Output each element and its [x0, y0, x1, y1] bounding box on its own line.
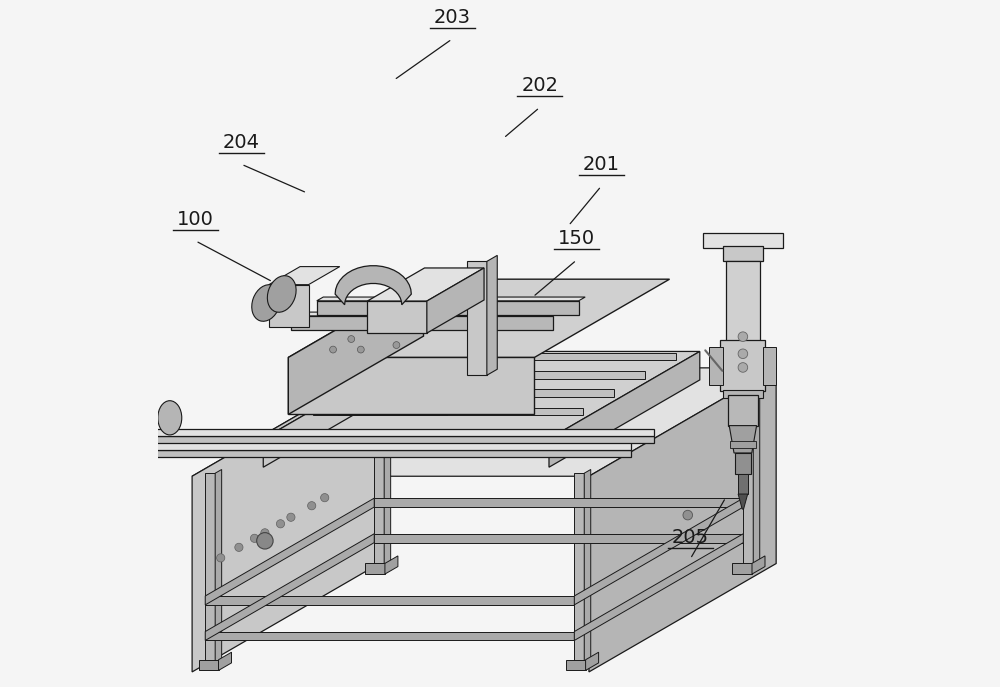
Polygon shape [337, 372, 500, 402]
Polygon shape [743, 375, 753, 571]
Bar [703, 233, 783, 248]
Polygon shape [586, 652, 599, 671]
Bar [738, 473, 748, 494]
Polygon shape [574, 498, 743, 605]
Bar [720, 340, 765, 392]
Polygon shape [753, 372, 760, 571]
Polygon shape [205, 498, 374, 605]
Polygon shape [374, 498, 743, 507]
Circle shape [261, 529, 269, 537]
Polygon shape [205, 534, 374, 640]
Polygon shape [427, 268, 484, 333]
Polygon shape [487, 256, 497, 375]
Circle shape [235, 543, 243, 552]
Polygon shape [288, 279, 424, 414]
Polygon shape [127, 442, 631, 449]
Polygon shape [313, 407, 583, 415]
Polygon shape [467, 261, 487, 375]
Bar [730, 440, 756, 447]
Polygon shape [288, 357, 534, 414]
Polygon shape [127, 449, 631, 457]
Polygon shape [589, 368, 776, 672]
Circle shape [330, 346, 336, 353]
Bar [723, 247, 763, 261]
Circle shape [357, 346, 364, 353]
Polygon shape [291, 312, 559, 316]
Polygon shape [192, 368, 776, 476]
Polygon shape [367, 268, 484, 301]
Polygon shape [335, 266, 411, 305]
Polygon shape [337, 402, 448, 415]
Circle shape [393, 341, 400, 348]
Ellipse shape [252, 284, 281, 322]
Circle shape [348, 336, 355, 342]
Bar [726, 261, 760, 364]
Circle shape [217, 554, 225, 562]
Polygon shape [394, 342, 552, 369]
Ellipse shape [267, 275, 296, 313]
Polygon shape [732, 563, 752, 574]
Polygon shape [752, 556, 765, 574]
Polygon shape [406, 353, 676, 361]
Circle shape [738, 363, 748, 372]
Text: 201: 201 [583, 155, 620, 174]
Polygon shape [574, 473, 584, 669]
Circle shape [738, 349, 748, 359]
Text: 100: 100 [177, 210, 214, 229]
Ellipse shape [119, 423, 143, 458]
Circle shape [683, 510, 693, 520]
Text: 205: 205 [672, 528, 709, 547]
Text: 150: 150 [558, 229, 595, 248]
Polygon shape [374, 534, 743, 543]
Polygon shape [584, 469, 591, 669]
Polygon shape [344, 390, 614, 396]
Bar [728, 395, 758, 426]
Polygon shape [375, 372, 645, 379]
Text: 202: 202 [521, 76, 558, 95]
Circle shape [287, 513, 295, 521]
Polygon shape [385, 556, 398, 574]
Polygon shape [729, 426, 757, 453]
Polygon shape [367, 301, 427, 333]
Polygon shape [150, 436, 654, 443]
Polygon shape [365, 563, 385, 574]
Polygon shape [288, 279, 670, 357]
Bar [723, 390, 763, 398]
Polygon shape [317, 301, 579, 315]
Polygon shape [317, 297, 585, 301]
Circle shape [321, 493, 329, 502]
Polygon shape [394, 369, 505, 381]
Polygon shape [738, 494, 748, 509]
Polygon shape [215, 469, 222, 669]
Circle shape [276, 519, 285, 528]
Polygon shape [566, 660, 586, 671]
Polygon shape [192, 368, 379, 672]
Polygon shape [205, 596, 574, 605]
Polygon shape [374, 375, 384, 571]
Bar [709, 347, 723, 385]
Polygon shape [219, 652, 232, 671]
Circle shape [308, 502, 316, 510]
Circle shape [257, 532, 273, 549]
Circle shape [250, 534, 259, 543]
Polygon shape [263, 352, 700, 439]
Ellipse shape [158, 401, 182, 435]
Text: 203: 203 [434, 8, 471, 27]
Polygon shape [269, 284, 309, 327]
Polygon shape [199, 660, 219, 671]
Polygon shape [291, 316, 553, 330]
Text: 204: 204 [223, 133, 260, 152]
Circle shape [738, 332, 748, 341]
Bar [735, 453, 751, 473]
Polygon shape [263, 352, 414, 467]
Polygon shape [269, 267, 340, 284]
Polygon shape [205, 631, 574, 640]
Polygon shape [549, 352, 700, 467]
Bar [763, 347, 776, 385]
Polygon shape [150, 429, 654, 436]
Polygon shape [384, 372, 391, 571]
Polygon shape [574, 534, 743, 640]
Polygon shape [205, 473, 215, 669]
